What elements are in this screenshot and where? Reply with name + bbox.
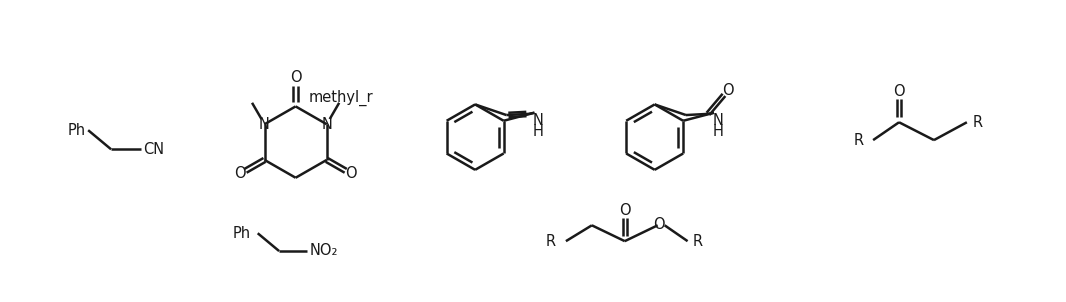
Text: N: N — [259, 117, 270, 132]
Text: O: O — [345, 166, 357, 181]
Text: O: O — [235, 166, 246, 181]
Text: N: N — [712, 113, 724, 128]
Text: methyl_r: methyl_r — [308, 90, 373, 106]
Text: N: N — [533, 113, 544, 128]
Text: O: O — [652, 217, 664, 232]
Text: R: R — [693, 234, 702, 249]
Text: R: R — [546, 234, 556, 249]
Text: O: O — [290, 70, 302, 85]
Text: O: O — [619, 203, 631, 218]
Text: CN: CN — [143, 142, 164, 157]
Text: Ph: Ph — [232, 226, 251, 241]
Text: NO₂: NO₂ — [310, 243, 339, 258]
Text: R: R — [973, 115, 983, 130]
Text: H: H — [533, 124, 544, 139]
Text: R: R — [854, 133, 865, 148]
Text: Ph: Ph — [68, 123, 86, 138]
Text: O: O — [722, 83, 733, 98]
Text: H: H — [712, 124, 724, 139]
Text: O: O — [893, 84, 905, 99]
Text: N: N — [321, 117, 333, 132]
